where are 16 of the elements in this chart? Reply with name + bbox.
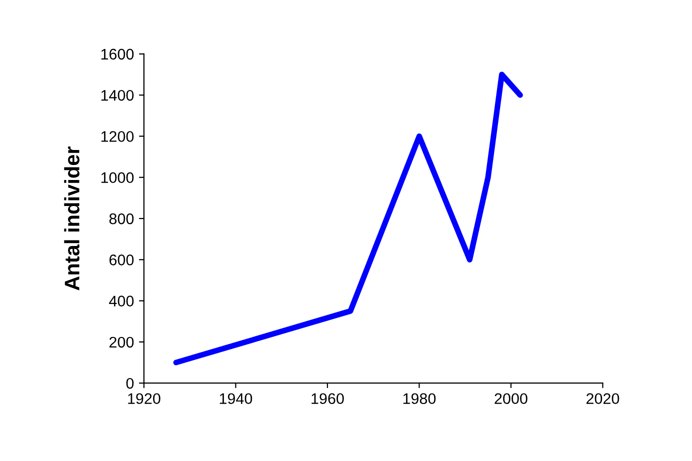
x-tick-label: 1920 (128, 393, 160, 404)
y-tick-label: 200 (109, 336, 134, 348)
x-tick-label: 1980 (403, 393, 436, 404)
y-tick-label: 400 (109, 296, 134, 306)
y-tick-label: 600 (110, 254, 134, 266)
y-tick-label: 800 (109, 213, 134, 224)
y-tick-label: 1200 (101, 131, 134, 142)
x-tick-label: 2020 (586, 393, 620, 404)
x-tick-label: 1940 (220, 393, 252, 404)
y-tick-label: 1000 (101, 172, 134, 184)
y-tick-label: 1400 (101, 90, 134, 101)
x-tick-label: 2000 (494, 393, 528, 404)
y-tick-label: 1600 (101, 48, 134, 60)
x-tick-label: 1960 (312, 393, 344, 404)
y-tick-label: 0 (126, 378, 134, 389)
y-axis-title: Antal individer (64, 146, 80, 290)
